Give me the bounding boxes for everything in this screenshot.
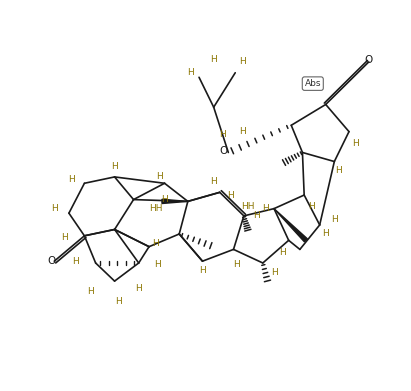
Polygon shape xyxy=(162,199,188,203)
Text: O: O xyxy=(365,55,373,65)
Text: H: H xyxy=(353,139,359,148)
Text: H: H xyxy=(68,175,75,184)
Text: H: H xyxy=(51,204,58,213)
Text: H: H xyxy=(161,195,168,204)
Text: H: H xyxy=(210,177,217,186)
Text: H: H xyxy=(72,256,79,265)
Text: Abs: Abs xyxy=(305,79,321,88)
Text: H: H xyxy=(210,55,217,64)
Text: H: H xyxy=(152,239,159,248)
Text: H: H xyxy=(270,267,277,276)
Text: H: H xyxy=(115,296,122,305)
Text: H: H xyxy=(61,233,68,242)
Text: H: H xyxy=(308,202,314,211)
Text: H: H xyxy=(322,230,329,239)
Text: HH: HH xyxy=(149,204,163,213)
Text: H: H xyxy=(187,68,194,77)
Text: H: H xyxy=(219,130,226,139)
Text: H: H xyxy=(199,266,206,275)
Text: H: H xyxy=(111,161,118,170)
Text: H: H xyxy=(262,204,269,213)
Text: O: O xyxy=(47,256,55,266)
Text: O: O xyxy=(219,146,227,156)
Polygon shape xyxy=(274,209,307,242)
Text: H: H xyxy=(335,166,342,175)
Text: HH: HH xyxy=(241,202,255,211)
Text: H: H xyxy=(279,248,286,256)
Text: H: H xyxy=(135,284,142,293)
Text: H: H xyxy=(254,212,260,221)
Text: H: H xyxy=(154,260,161,269)
Text: H: H xyxy=(87,287,94,296)
Text: H: H xyxy=(331,215,338,224)
Text: H: H xyxy=(228,190,234,199)
Text: H: H xyxy=(156,172,163,181)
Text: H: H xyxy=(239,57,245,66)
Text: H: H xyxy=(239,127,245,136)
Text: H: H xyxy=(233,260,240,269)
